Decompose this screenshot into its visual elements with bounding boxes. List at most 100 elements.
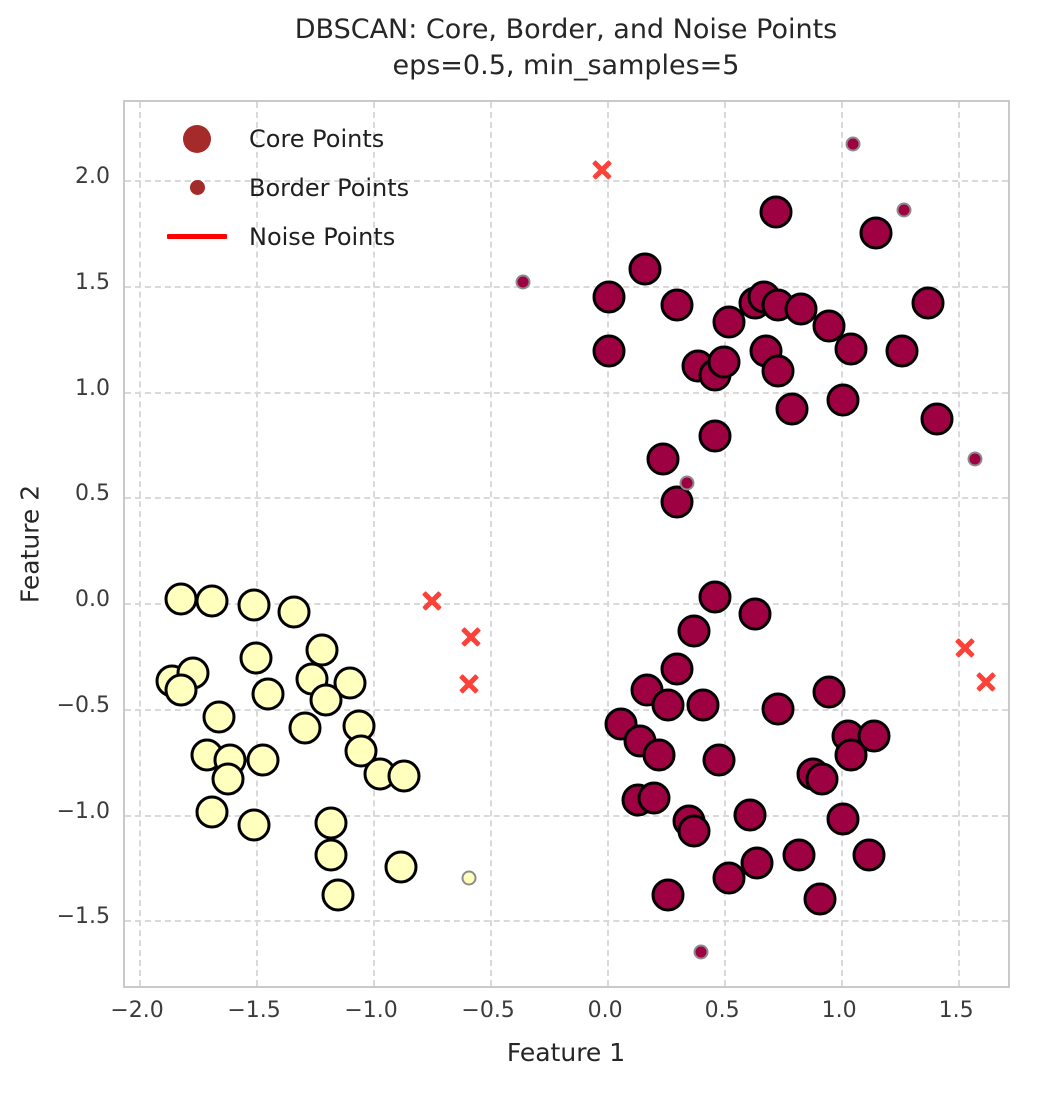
core-point <box>698 580 732 614</box>
core-point <box>164 582 198 616</box>
border-point <box>967 451 983 467</box>
core-point <box>288 711 322 745</box>
x-gridline <box>373 102 376 986</box>
noise-point <box>458 672 481 695</box>
core-point <box>761 692 795 726</box>
core-point <box>859 216 893 250</box>
x-gridline <box>607 102 610 986</box>
core-point <box>775 392 809 426</box>
border-point <box>896 202 912 218</box>
x-axis-label: Feature 1 <box>506 1038 626 1067</box>
core-point <box>803 882 837 916</box>
core-points-legend-marker <box>183 124 211 153</box>
core-point <box>202 700 236 734</box>
legend-item-border: Border Points <box>145 163 409 212</box>
core-point <box>707 345 741 379</box>
legend-label-core: Core Points <box>249 124 385 153</box>
plot-area: Core Points Border Points Noise Points <box>123 100 1010 988</box>
core-point <box>911 286 945 320</box>
core-point <box>677 814 711 848</box>
core-point <box>784 292 818 326</box>
core-point <box>637 781 671 815</box>
y-tick-label: −1.0 <box>56 798 110 824</box>
core-point <box>738 597 772 631</box>
core-point <box>642 738 676 772</box>
core-point <box>314 806 348 840</box>
x-gridline <box>958 102 961 986</box>
border-point <box>515 274 531 290</box>
core-point <box>920 402 954 436</box>
core-point <box>660 652 694 686</box>
legend-label-border: Border Points <box>249 173 410 202</box>
noise-points-legend-marker <box>167 234 227 239</box>
noise-point <box>975 670 998 693</box>
core-point <box>885 334 919 368</box>
core-point <box>384 850 418 884</box>
x-tick-label: −1.0 <box>344 998 398 1023</box>
y-gridline <box>125 285 1008 288</box>
core-point <box>239 641 273 675</box>
y-gridline <box>125 391 1008 394</box>
core-point <box>246 743 280 777</box>
x-tick-label: −0.5 <box>461 998 515 1023</box>
legend: Core Points Border Points Noise Points <box>145 114 409 261</box>
border-point <box>679 475 695 491</box>
core-point <box>237 588 271 622</box>
core-point <box>211 762 245 796</box>
core-point <box>660 485 694 519</box>
core-point <box>805 762 839 796</box>
y-tick-label: 1.0 <box>75 375 110 401</box>
y-tick-label: −1.5 <box>56 904 110 930</box>
core-point <box>314 838 348 872</box>
core-point <box>712 861 746 895</box>
core-point <box>195 795 229 829</box>
core-point <box>164 673 198 707</box>
y-gridline <box>125 920 1008 923</box>
x-tick-label: 0.5 <box>704 998 740 1023</box>
y-gridline <box>125 708 1008 711</box>
x-gridline <box>841 102 844 986</box>
x-tick-label: −1.5 <box>227 998 281 1023</box>
core-point <box>826 383 860 417</box>
core-point <box>733 798 767 831</box>
core-point <box>782 838 816 872</box>
core-point <box>628 252 662 286</box>
core-point <box>826 802 860 836</box>
core-point <box>812 675 846 709</box>
x-gridline <box>139 102 142 986</box>
core-point <box>834 738 867 772</box>
y-gridline <box>125 814 1008 817</box>
y-tick-label: 0.5 <box>75 481 110 507</box>
core-point <box>321 878 355 912</box>
border-point <box>461 870 477 886</box>
border-point <box>693 944 709 960</box>
noise-point <box>954 636 977 659</box>
x-gridline <box>490 102 493 986</box>
legend-item-noise: Noise Points <box>145 212 409 261</box>
noise-point <box>420 589 443 612</box>
legend-item-core: Core Points <box>145 114 409 163</box>
core-point <box>305 633 339 667</box>
border-points-legend-marker <box>189 180 205 195</box>
core-point <box>660 288 694 322</box>
border-point <box>845 136 861 152</box>
x-tick-label: −2.0 <box>110 998 164 1023</box>
core-point <box>834 332 867 366</box>
core-point <box>237 808 271 842</box>
core-point <box>740 846 774 880</box>
core-point <box>686 688 720 722</box>
core-point <box>309 683 343 717</box>
x-tick-label: 0.0 <box>587 998 623 1023</box>
chart-title-line2: eps=0.5, min_samples=5 <box>392 49 740 81</box>
x-tick-label: 1.0 <box>821 998 857 1023</box>
core-point <box>651 688 685 722</box>
x-gridline <box>724 102 727 986</box>
y-gridline <box>125 603 1008 606</box>
y-gridline <box>125 180 1008 183</box>
x-gridline <box>256 102 259 986</box>
noise-point <box>591 158 614 181</box>
core-point <box>344 734 378 768</box>
chart-title-line1: DBSCAN: Core, Border, and Noise Points <box>294 14 838 45</box>
core-point <box>852 838 886 872</box>
